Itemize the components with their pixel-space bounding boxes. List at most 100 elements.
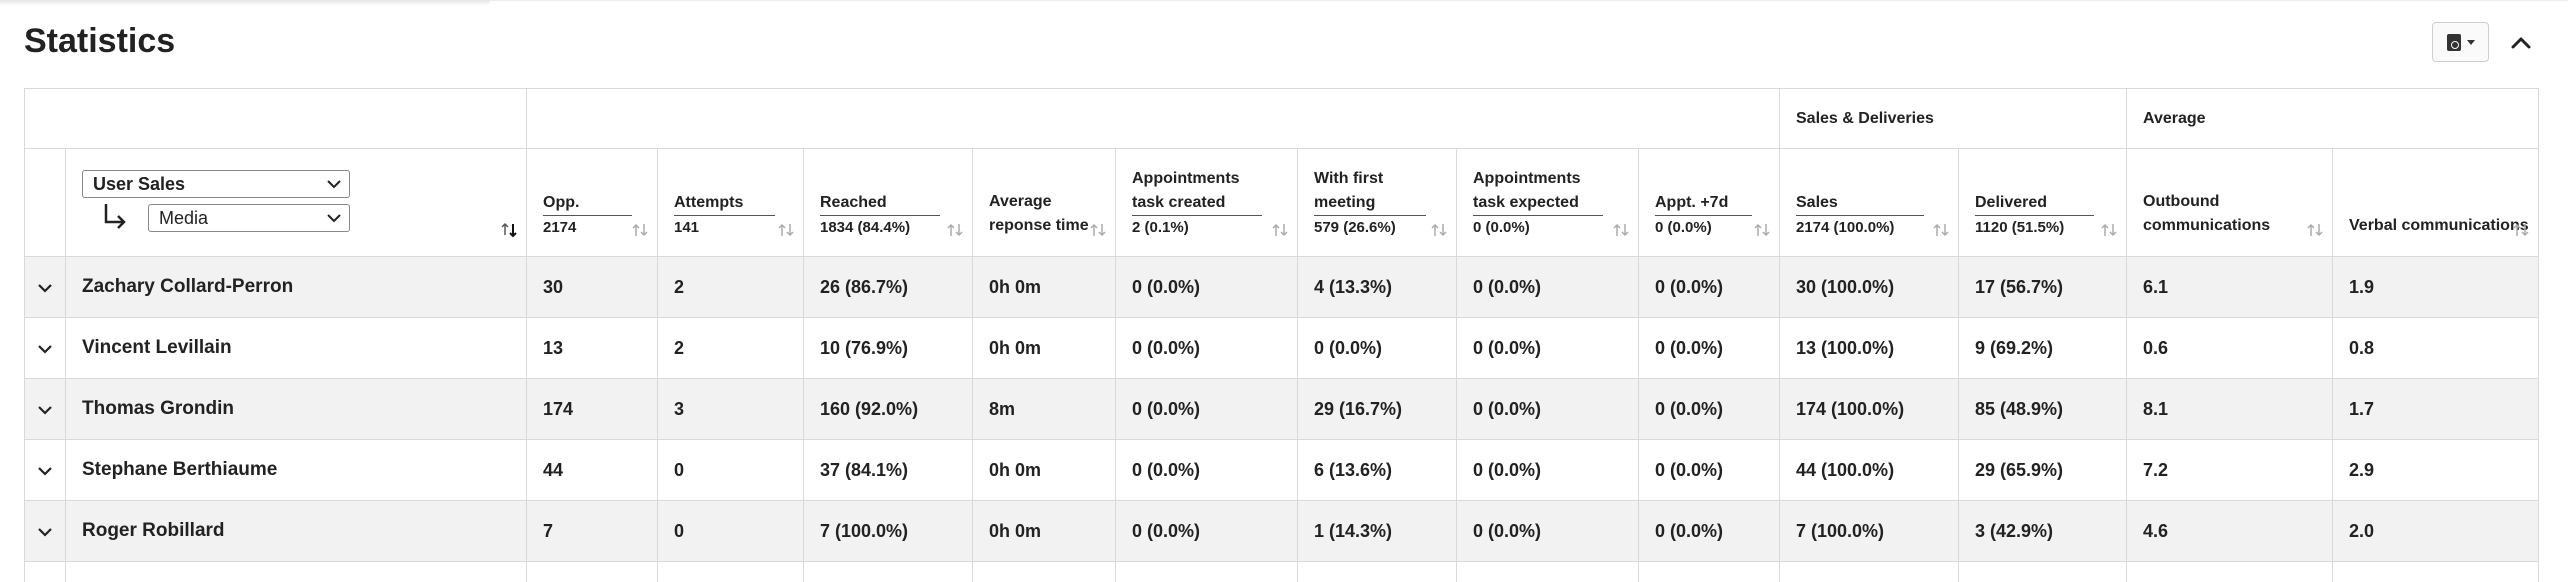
row-value-cell: 0 (0.0%): [1456, 500, 1639, 562]
caret-down-icon: [2466, 39, 2475, 45]
sort-icon[interactable]: [2512, 222, 2530, 238]
sort-icon[interactable]: [2100, 222, 2118, 238]
row-value-cell: 1.9: [2332, 256, 2539, 318]
row-expand-toggle[interactable]: [24, 500, 66, 562]
chevron-down-icon: [327, 214, 341, 223]
row-expand-toggle[interactable]: [24, 378, 66, 440]
column-header[interactable]: Sales 2174 (100.0%): [1779, 148, 1959, 257]
sort-desc-icon[interactable]: [500, 222, 518, 238]
sort-icon[interactable]: [777, 222, 795, 238]
secondary-group-select[interactable]: Media: [148, 204, 350, 232]
row-value-cell: 0 (0.0%): [1638, 500, 1780, 562]
row-value-cell: 29 (16.7%): [1297, 378, 1457, 440]
row-value-cell: 0 (0.0%): [1115, 439, 1298, 501]
row-value-cell: 26 (86.7%): [803, 256, 973, 318]
chevron-down-icon: [38, 405, 52, 415]
column-header[interactable]: Appointments task created 2 (0.1%): [1115, 148, 1298, 257]
primary-group-select[interactable]: User Sales: [82, 170, 350, 198]
row-value-cell: 0 (0.0%): [1638, 439, 1780, 501]
row-value-cell: 0.6: [2126, 317, 2333, 379]
table-row: Zachary Collard-Perron 30 2 26 (86.7%) 0h 0m…: [24, 256, 2539, 318]
column-header[interactable]: Appointments task expected 0 (0.0%): [1456, 148, 1639, 257]
row-value-cell: [803, 561, 973, 582]
column-total: 1834 (84.4%): [820, 219, 911, 236]
primary-group-value: User Sales: [93, 174, 186, 194]
table-row: Stephane Berthiaume 44 0 37 (84.1%) 0h 0m 0 (…: [24, 439, 2539, 501]
row-value-cell: [1638, 561, 1780, 582]
sort-icon[interactable]: [946, 222, 964, 238]
row-value-cell: [1115, 561, 1298, 582]
column-title: Average reponse time: [989, 193, 1089, 234]
column-header[interactable]: Appt. +7d 0 (0.0%): [1638, 148, 1780, 257]
column-total: 141: [674, 219, 700, 236]
sort-icon[interactable]: [1089, 222, 1107, 238]
column-title: Appt. +7d: [1655, 191, 1752, 216]
row-value-cell: 0: [657, 439, 804, 501]
sort-icon[interactable]: [2306, 222, 2324, 238]
row-value-cell: 7 (100.0%): [803, 500, 973, 562]
sort-icon[interactable]: [1753, 222, 1771, 238]
row-value-cell: 17 (56.7%): [1958, 256, 2127, 318]
row-value-cell: 0 (0.0%): [1638, 317, 1780, 379]
row-value-cell: [1779, 561, 1959, 582]
row-value-cell: 6 (13.6%): [1297, 439, 1457, 501]
row-value-cell: 2: [657, 317, 804, 379]
row-value-cell: 0h 0m: [972, 500, 1116, 562]
row-expand-toggle[interactable]: [24, 439, 66, 501]
group-header-row: Sales & Deliveries Average: [24, 88, 2539, 149]
chevron-up-icon[interactable]: [2508, 30, 2534, 56]
column-total: 0 (0.0%): [1655, 219, 1712, 236]
row-value-cell: 44 (100.0%): [1779, 439, 1959, 501]
row-value-cell: 0 (0.0%): [1456, 378, 1639, 440]
sort-icon[interactable]: [1271, 222, 1289, 238]
column-header[interactable]: Reached 1834 (84.4%): [803, 148, 973, 257]
row-value-cell: 37 (84.1%): [803, 439, 973, 501]
column-total: 1120 (51.5%): [1975, 219, 2065, 236]
row-user-name[interactable]: Thomas Grondin: [65, 378, 527, 440]
sort-icon[interactable]: [1932, 222, 1950, 238]
row-user-name[interactable]: Zachary Collard-Perron: [65, 256, 527, 318]
statistics-table: Sales & Deliveries Average User Sales Me…: [24, 88, 2539, 582]
group-header-empty: [526, 88, 1780, 149]
table-row: Roger Robillard 7 0 7 (100.0%) 0h 0m 0 (0.0%)…: [24, 500, 2539, 562]
row-value-cell: 0h 0m: [972, 256, 1116, 318]
column-title: Appointments task expected: [1473, 167, 1604, 216]
chevron-down-icon: [38, 283, 52, 293]
row-expand-toggle[interactable]: [24, 317, 66, 379]
chevron-down-icon: [38, 527, 52, 537]
row-value-cell: 6.1: [2126, 256, 2333, 318]
chevron-down-icon: [38, 466, 52, 476]
group-header-sales-deliveries: Sales & Deliveries: [1779, 88, 2127, 149]
row-value-cell: 0h 0m: [972, 439, 1116, 501]
sort-icon[interactable]: [1612, 222, 1630, 238]
column-header[interactable]: Opp. 2174: [526, 148, 658, 257]
column-header[interactable]: Verbal communications: [2332, 148, 2539, 257]
column-header[interactable]: With first meeting 579 (26.6%): [1297, 148, 1457, 257]
row-value-cell: 0 (0.0%): [1456, 439, 1639, 501]
row-user-name[interactable]: Vincent Levillain: [65, 317, 527, 379]
column-header[interactable]: Outbound communications: [2126, 148, 2333, 257]
secondary-group-value: Media: [159, 208, 209, 228]
column-title: Attempts: [674, 191, 775, 216]
row-value-cell: 174 (100.0%): [1779, 378, 1959, 440]
row-expand-toggle[interactable]: [24, 256, 66, 318]
table-row: Vincent Levillain 13 2 10 (76.9%) 0h 0m 0 (0.…: [24, 317, 2539, 379]
row-value-cell: 7 (100.0%): [1779, 500, 1959, 562]
row-value-cell: 7: [526, 500, 658, 562]
row-user-name[interactable]: Roger Robillard: [65, 500, 527, 562]
page-title: Statistics: [24, 22, 176, 60]
column-header[interactable]: Attempts 141: [657, 148, 804, 257]
file-export-icon: [2446, 33, 2461, 51]
chevron-down-icon: [327, 180, 341, 189]
row-value-cell: 3 (42.9%): [1958, 500, 2127, 562]
row-value-cell: 30 (100.0%): [1779, 256, 1959, 318]
sort-icon[interactable]: [631, 222, 649, 238]
export-button[interactable]: [2432, 22, 2489, 62]
row-value-cell: [657, 561, 804, 582]
column-header[interactable]: Average reponse time: [972, 148, 1116, 257]
column-header[interactable]: Delivered 1120 (51.5%): [1958, 148, 2127, 257]
sort-icon[interactable]: [1430, 222, 1448, 238]
column-title: Reached: [820, 191, 940, 216]
row-user-name[interactable]: Stephane Berthiaume: [65, 439, 527, 501]
row-value-cell: 2: [657, 256, 804, 318]
